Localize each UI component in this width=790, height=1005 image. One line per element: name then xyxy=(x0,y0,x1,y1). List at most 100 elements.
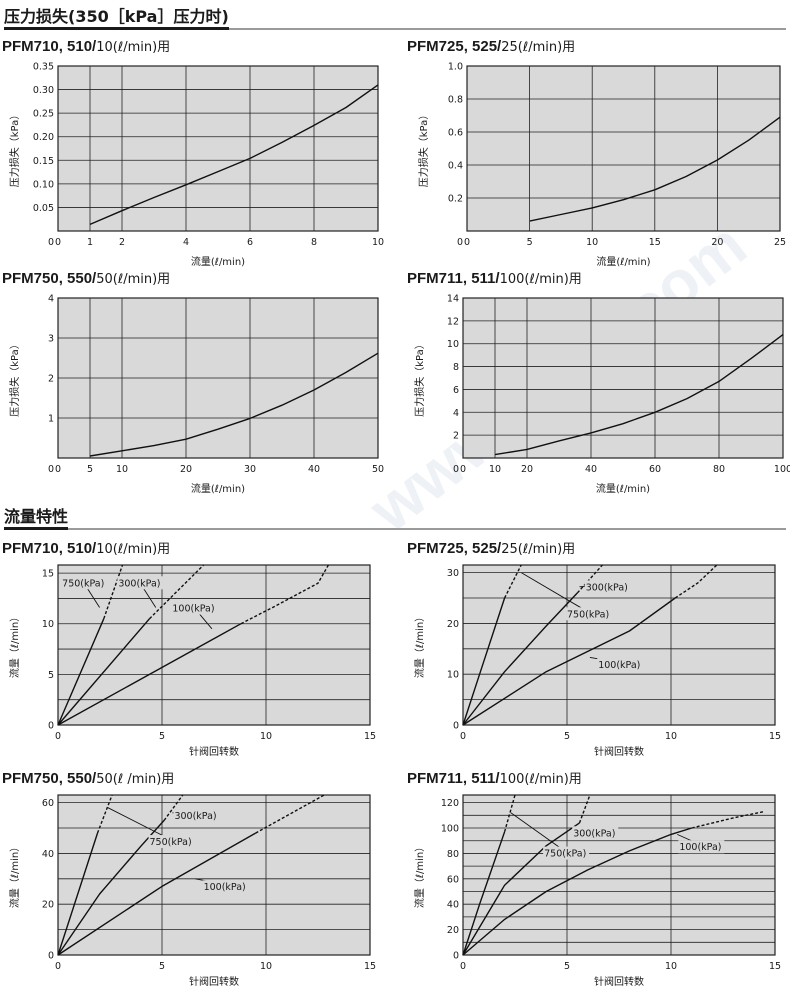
x-tick-label: 30 xyxy=(244,464,256,475)
y-tick-label: 100 xyxy=(441,824,459,835)
y-tick-label: 0 xyxy=(457,237,463,248)
y-axis-label: 压力损失（kPa） xyxy=(413,339,426,417)
y-tick-label: 15 xyxy=(42,569,54,580)
chart-title-model: PFM711, 511/ xyxy=(407,270,500,287)
y-tick-label: 20 xyxy=(447,925,459,936)
y-tick-label: 12 xyxy=(447,316,459,327)
x-tick-label: 10 xyxy=(372,237,384,248)
chart-title: PFM710, 510/10(ℓ/min)用 xyxy=(2,540,170,559)
x-tick-label: 10 xyxy=(260,731,272,742)
x-tick-label: 1 xyxy=(87,237,93,248)
x-tick-label: 0 xyxy=(55,237,61,248)
chart-title-range: 25(ℓ/min)用 xyxy=(501,40,575,55)
y-tick-label: 4 xyxy=(453,408,459,419)
y-tick-label: 120 xyxy=(441,798,459,809)
x-axis-label: 流量(ℓ/min) xyxy=(596,482,650,495)
y-axis-label: 压力损失（kPa） xyxy=(8,110,21,188)
y-tick-label: 30 xyxy=(447,568,459,579)
y-axis-label: 压力损失（kPa） xyxy=(417,110,430,188)
x-tick-label: 0 xyxy=(55,961,61,972)
x-tick-label: 0 xyxy=(55,464,61,475)
annotation-label: 750(kPa) xyxy=(567,609,609,620)
annotation-label: 750(kPa) xyxy=(544,849,586,860)
x-tick-label: 5 xyxy=(564,961,570,972)
chart-title-range: 10(ℓ/min)用 xyxy=(96,40,170,55)
y-tick-label: 0.20 xyxy=(33,132,54,143)
x-tick-label: 10 xyxy=(489,464,501,475)
chart-title: PFM725, 525/25(ℓ/min)用 xyxy=(407,38,575,57)
y-tick-label: 3 xyxy=(48,334,54,345)
x-tick-label: 10 xyxy=(665,961,677,972)
x-tick-label: 5 xyxy=(564,731,570,742)
x-tick-label: 15 xyxy=(769,731,781,742)
y-tick-label: 1 xyxy=(48,414,54,425)
chart-title-model: PFM710, 510/ xyxy=(2,540,96,557)
y-axis-label: 流量（ℓ/min） xyxy=(413,842,426,908)
y-tick-label: 0 xyxy=(48,951,54,962)
y-tick-label: 0.6 xyxy=(448,128,463,139)
plot-area xyxy=(58,66,378,231)
x-axis-label: 流量(ℓ/min) xyxy=(191,482,245,495)
y-tick-label: 60 xyxy=(42,798,54,809)
y-tick-label: 20 xyxy=(447,619,459,630)
chart-title-model: PFM711, 511/ xyxy=(407,770,500,787)
y-tick-label: 8 xyxy=(453,362,459,373)
chart-title-range: 100(ℓ/min)用 xyxy=(500,272,582,287)
x-tick-label: 0 xyxy=(460,961,466,972)
chart-title: PFM750, 550/50(ℓ/min)用 xyxy=(2,270,170,289)
chart-title-model: PFM725, 525/ xyxy=(407,38,501,55)
y-axis-label: 压力损失（kPa） xyxy=(8,339,21,417)
y-tick-label: 10 xyxy=(447,339,459,350)
y-tick-label: 2 xyxy=(48,374,54,385)
x-tick-label: 2 xyxy=(119,237,125,248)
x-tick-label: 10 xyxy=(260,961,272,972)
x-tick-label: 5 xyxy=(159,731,165,742)
annotation-label: 300(kPa) xyxy=(118,578,160,589)
x-tick-label: 20 xyxy=(711,237,723,248)
annotation-label: 100(kPa) xyxy=(172,604,214,615)
chart-title-range: 50(ℓ/min)用 xyxy=(96,272,170,287)
y-tick-label: 2 xyxy=(453,431,459,442)
pressure-loss-section-title: 压力损失(350［kPa］压力时) xyxy=(4,8,786,30)
y-tick-label: 10 xyxy=(42,619,54,630)
y-tick-label: 40 xyxy=(42,849,54,860)
x-tick-label: 5 xyxy=(527,237,533,248)
plot-area xyxy=(467,66,780,231)
chart-title: PFM711, 511/100(ℓ/min)用 xyxy=(407,270,582,289)
x-tick-label: 6 xyxy=(247,237,253,248)
x-axis-label: 针阀回转数 xyxy=(594,745,644,758)
y-axis-label: 流量（ℓ/min） xyxy=(8,842,21,908)
annotation-label: 300(kPa) xyxy=(174,811,216,822)
y-tick-label: 0.8 xyxy=(448,95,463,106)
y-tick-label: 0.15 xyxy=(33,156,54,167)
chart-title-range: 50(ℓ /min)用 xyxy=(96,772,174,787)
y-tick-label: 0 xyxy=(48,237,54,248)
y-tick-label: 0.10 xyxy=(33,179,54,190)
x-axis-label: 流量(ℓ/min) xyxy=(596,255,650,268)
y-tick-label: 0.2 xyxy=(448,194,463,205)
chart-title-model: PFM725, 525/ xyxy=(407,540,501,557)
x-tick-label: 25 xyxy=(774,237,786,248)
chart-title: PFM711, 511/100(ℓ/min)用 xyxy=(407,770,582,789)
x-tick-label: 10 xyxy=(665,731,677,742)
y-tick-label: 80 xyxy=(447,849,459,860)
x-tick-label: 50 xyxy=(372,464,384,475)
annotation-label: 100(kPa) xyxy=(679,842,721,853)
y-tick-label: 1.0 xyxy=(448,62,463,73)
flow-characteristics-section-title: 流量特性 xyxy=(4,508,786,530)
annotation-label: 100(kPa) xyxy=(204,882,246,893)
x-tick-label: 0 xyxy=(464,237,470,248)
x-tick-label: 0 xyxy=(55,731,61,742)
y-tick-label: 0 xyxy=(48,464,54,475)
